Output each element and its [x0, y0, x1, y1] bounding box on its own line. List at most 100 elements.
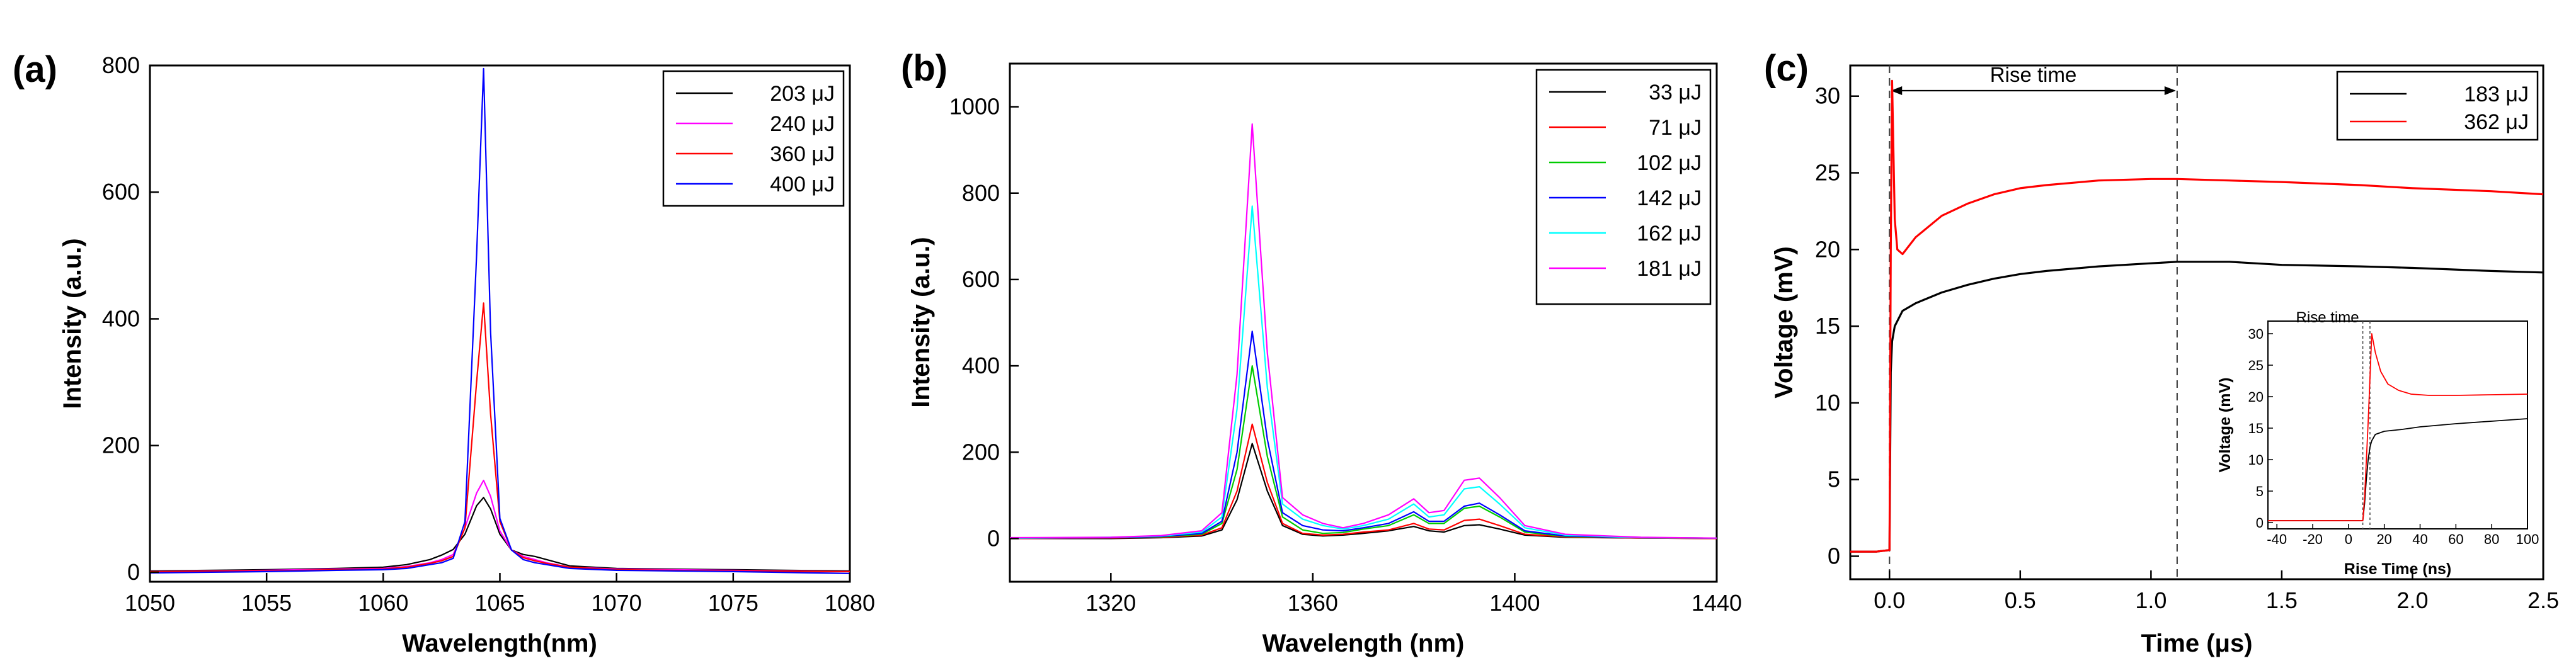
panel-c-y-axis-label: Voltage (mV) [1770, 246, 1798, 399]
panel-b-legend-label-5: 181 μJ [1637, 257, 1702, 281]
panel-c-xtick-label-5: 2.5 [2527, 587, 2559, 613]
panel-b-legend-box [1535, 69, 1712, 305]
panel-a-ytick-label-3: 600 [102, 179, 140, 205]
panel-a-xtick-label-2: 1060 [358, 590, 408, 616]
inset-rise-time-markers: Rise time [2296, 309, 2371, 529]
panel-b-series-group [1009, 123, 1717, 540]
panel-b-series-line-1 [1009, 423, 1717, 540]
panel-c-ytick-label-6: 30 [1815, 83, 1840, 109]
panel-a-ytick-label-1: 200 [102, 433, 140, 458]
inset-xtick-label-2: 0 [2345, 531, 2352, 547]
panel-a-legend-label-3: 400 μJ [770, 173, 835, 196]
inset-ytick-label-3: 15 [2248, 421, 2264, 436]
panel-c-legend-label-0: 183 μJ [2464, 82, 2529, 106]
inset-rise-time-label: Rise time [2296, 309, 2359, 326]
panel-a-legend: 203 μJ 240 μJ 360 μJ 400 μJ [662, 70, 845, 207]
panel-c-ticks-group: 0.0 0.5 1.0 1.5 2.0 2.5 0 5 10 15 20 25 30 [1815, 83, 2559, 613]
inset-xtick-label-0: -40 [2267, 531, 2287, 547]
panel-b-ticks-group: 1320 1360 1400 1440 0 200 400 600 800 1000 [949, 94, 1742, 616]
inset-ytick-label-2: 10 [2248, 452, 2264, 468]
inset-xtick-label-4: 40 [2412, 531, 2427, 547]
panel-b-ytick-label-5: 1000 [949, 94, 1000, 120]
panel-c-xtick-label-2: 1.0 [2135, 587, 2167, 613]
inset-xtick-label-3: 20 [2376, 531, 2391, 547]
panel-b-legend-label-2: 102 μJ [1637, 151, 1702, 175]
panel-a-legend-label-1: 240 μJ [770, 112, 835, 136]
panel-a-xtick-label-3: 1065 [474, 590, 525, 616]
panel-c-series-line-1 [1850, 79, 2544, 553]
panel-c-ytick-label-3: 15 [1815, 313, 1840, 339]
panel-b-legend-label-4: 162 μJ [1637, 222, 1702, 246]
inset-series-group [2268, 333, 2528, 521]
panel-b-legend-label-3: 142 μJ [1637, 186, 1702, 210]
panel-c-rise-time-label: Rise time [1990, 63, 2077, 86]
panel-a: (a) 1050 1055 1060 1065 1070 1075 1080 0 200 400 6… [13, 49, 875, 657]
panel-c-series-line-0 [1850, 261, 2544, 553]
panel-c-ytick-label-5: 25 [1815, 160, 1840, 186]
inset-ytick-label-6: 30 [2248, 326, 2264, 342]
panel-a-xtick-label-0: 1050 [125, 590, 175, 616]
panel-c-rise-time-markers: Rise time [1889, 63, 2178, 579]
panel-b-ytick-label-2: 400 [962, 353, 1000, 378]
inset-xtick-label-5: 60 [2448, 531, 2463, 547]
panel-b-series-line-2 [1009, 365, 1717, 539]
panel-c-series-group [1850, 79, 2544, 553]
panel-b-xtick-label-0: 1320 [1085, 590, 1136, 616]
panel-b: (b) 1320 1360 1400 1440 0 200 400 600 800 1000 Wa… [901, 48, 1742, 657]
panel-c-letter: (c) [1764, 48, 1809, 89]
panel-b-ytick-label-0: 0 [987, 525, 1000, 551]
inset-ytick-label-5: 25 [2248, 358, 2264, 373]
panel-b-axes-frame [1009, 62, 1718, 583]
panel-a-ytick-label-0: 0 [127, 559, 140, 585]
panel-c-ytick-label-1: 5 [1828, 467, 1840, 492]
panel-a-series-line-2 [149, 302, 850, 573]
inset-x-axis-label: Rise Time (ns) [2344, 560, 2451, 578]
inset-ytick-label-0: 0 [2256, 515, 2264, 531]
panel-b-series-line-5 [1009, 123, 1717, 539]
panel-b-letter: (b) [901, 48, 947, 89]
inset-ytick-label-4: 20 [2248, 389, 2264, 405]
panel-a-legend-label-2: 360 μJ [770, 142, 835, 166]
panel-a-letter: (a) [13, 49, 57, 90]
panel-c-rise-arrowhead-left [1891, 86, 1903, 95]
inset-xtick-label-1: -20 [2303, 531, 2323, 547]
panel-a-xtick-label-5: 1075 [708, 590, 758, 616]
panel-a-series-group [149, 67, 850, 574]
panel-c-xtick-label-4: 2.0 [2396, 587, 2428, 613]
panel-c-xtick-label-0: 0.0 [1874, 587, 1905, 613]
panel-a-ytick-label-2: 400 [102, 305, 140, 331]
panel-c-ytick-label-0: 0 [1828, 543, 1840, 569]
panel-b-series-line-3 [1009, 331, 1717, 539]
panel-b-series-line-0 [1010, 443, 1717, 540]
panel-b-y-axis-label: Intensity (a.u.) [907, 237, 935, 407]
panel-a-series-line-1 [149, 479, 850, 572]
panel-a-xtick-label-6: 1080 [825, 590, 875, 616]
panel-b-legend-label-1: 71 μJ [1649, 116, 1702, 140]
panel-c-rise-arrowhead-right [2164, 86, 2176, 95]
inset-background [2268, 321, 2527, 529]
inset-axes-frame [2267, 320, 2528, 529]
inset-series-line-1 [2268, 333, 2528, 521]
panel-a-series-line-3 [149, 67, 850, 574]
panel-c-xtick-label-3: 1.5 [2266, 587, 2298, 613]
panel-a-xtick-label-1: 1055 [241, 590, 292, 616]
panel-a-series-line-0 [149, 497, 850, 572]
panel-c-x-axis-label: Time (μs) [2141, 630, 2252, 657]
panel-a-xtick-label-4: 1070 [592, 590, 642, 616]
panel-b-ytick-label-1: 200 [962, 439, 1000, 465]
panel-a-y-axis-label: Intensity (a.u.) [59, 238, 86, 409]
panel-b-ytick-label-3: 600 [962, 266, 1000, 292]
inset-xtick-label-6: 80 [2484, 531, 2499, 547]
inset-y-axis-label: Voltage (mV) [2216, 378, 2234, 473]
panel-b-x-axis-label: Wavelength (nm) [1262, 630, 1465, 657]
panel-c-legend-box [2336, 71, 2539, 141]
panel-c-inset: Rise time -40 -20 0 20 40 60 80 100 0 5 10 15 20 25 30… [2216, 309, 2539, 578]
panel-c-legend: 183 μJ 362 μJ [2336, 71, 2539, 141]
panel-b-legend: 33 μJ 71 μJ 102 μJ 142 μJ 162 μJ 181 μJ [1535, 69, 1712, 305]
panel-c-xtick-label-1: 0.5 [2005, 587, 2036, 613]
panel-c-legend-label-1: 362 μJ [2464, 110, 2529, 134]
panel-c: (c) Rise time 0.0 0.5 1.0 1.5 2.0 2.5 0 5 10 15 20… [1764, 48, 2559, 657]
panel-b-xtick-label-1: 1360 [1288, 590, 1338, 616]
panel-a-x-axis-label: Wavelength(nm) [402, 630, 597, 657]
